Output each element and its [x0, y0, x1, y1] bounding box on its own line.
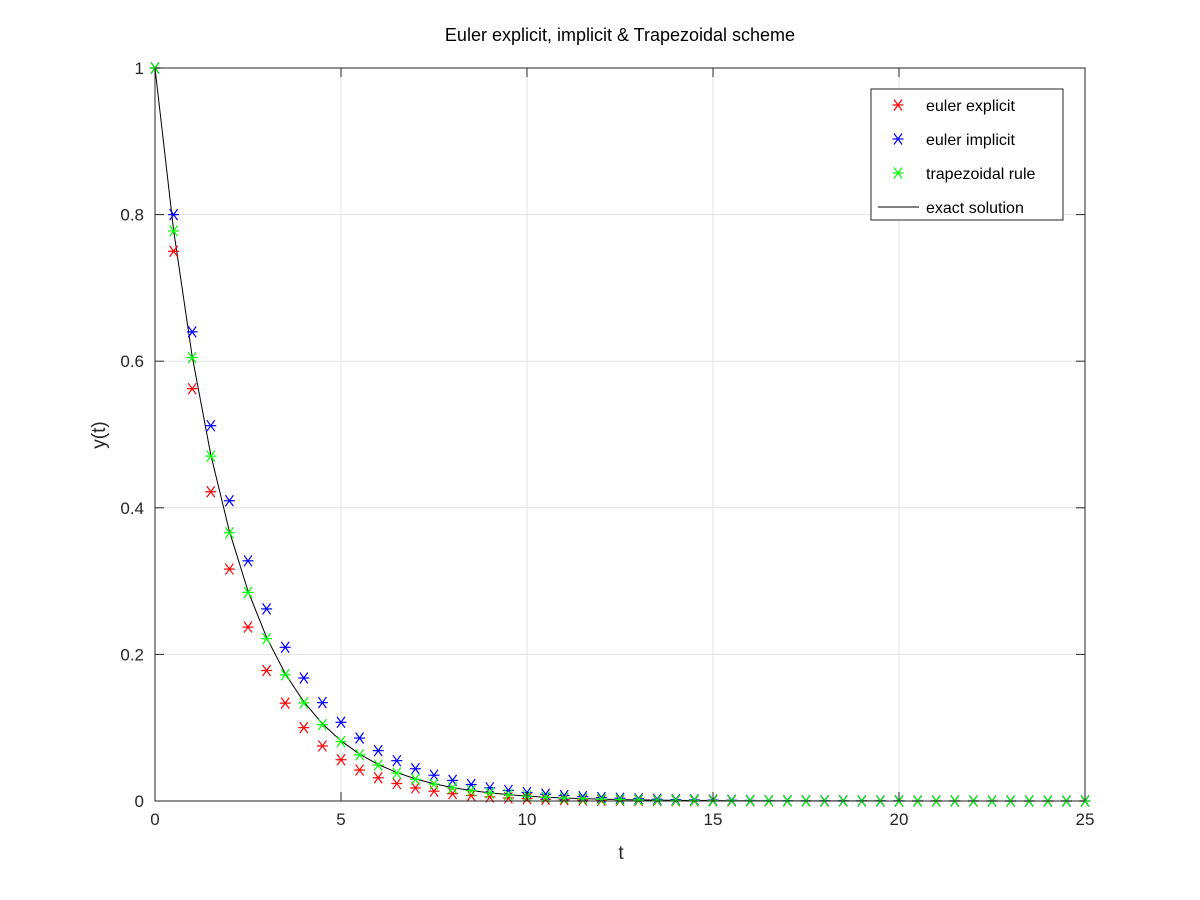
euler-explicit-point [391, 777, 403, 790]
legend-euler-explicit-marker [892, 99, 904, 111]
euler-explicit-point [279, 697, 291, 709]
euler-explicit-point [186, 382, 198, 395]
euler-implicit-point [428, 769, 440, 782]
legend-euler-implicit-label: euler implicit [926, 132, 1015, 149]
euler-explicit-point [205, 485, 217, 498]
euler-implicit-point [540, 788, 552, 801]
trapezoidal-rule-point [484, 787, 496, 799]
euler-explicit-point [335, 753, 347, 766]
euler-explicit-point [316, 740, 328, 752]
x-tick-label: 25 [1076, 810, 1095, 829]
trapezoidal-rule-point [186, 351, 198, 364]
x-tick-label: 15 [704, 810, 723, 829]
data-markers [149, 62, 1091, 807]
trapezoidal-rule-point [651, 794, 663, 807]
legend-box [870, 88, 1064, 221]
euler-implicit-point [205, 419, 217, 432]
trapezoidal-rule-point [223, 526, 235, 539]
euler-implicit-point [335, 716, 347, 729]
trapezoidal-rule-point [316, 718, 328, 731]
euler-implicit-point [633, 792, 645, 805]
euler-implicit-point [465, 778, 477, 791]
euler-implicit-point [168, 208, 180, 221]
euler-explicit-point [595, 794, 607, 807]
euler-explicit-point [354, 764, 366, 776]
axis-ticks: 0 5 10 15 20 25 0 0.2 0.4 0.6 0.8 1 [120, 59, 1094, 829]
legend-trapezoidal-rule-marker [892, 167, 904, 179]
euler-implicit-point [279, 641, 291, 654]
euler-implicit-point [298, 672, 310, 684]
euler-implicit-point [186, 326, 198, 338]
trapezoidal-rule-point [372, 759, 384, 771]
y-tick-label: 0.6 [120, 352, 144, 371]
x-axis-label: t [618, 843, 624, 864]
euler-explicit-point [261, 664, 273, 677]
x-tick-label: 20 [890, 810, 909, 829]
euler-explicit-point [168, 245, 180, 258]
legend: euler explicit euler implicit trapezoidal … [870, 88, 1064, 221]
legend-euler-explicit-label: euler explicit [926, 98, 1015, 115]
euler-explicit-point [409, 782, 421, 794]
y-tick-label: 0.2 [120, 645, 144, 664]
euler-implicit-point [558, 789, 570, 802]
trapezoidal-rule-series [149, 62, 1091, 807]
trapezoidal-rule-point [261, 632, 273, 645]
chart-title: Euler explicit, implicit & Trapezoidal s… [445, 25, 795, 45]
trapezoidal-rule-point [279, 668, 291, 681]
euler-implicit-point [223, 494, 235, 507]
trapezoidal-rule-point [558, 792, 570, 804]
x-tick-label: 10 [518, 810, 537, 829]
trapezoidal-rule-point [670, 794, 682, 807]
euler-explicit-point [298, 721, 310, 734]
trapezoidal-rule-point [614, 793, 626, 806]
legend-trapezoidal-rule-label: trapezoidal rule [926, 166, 1036, 183]
trapezoidal-rule-point [298, 696, 310, 709]
euler-implicit-point [614, 792, 626, 805]
trapezoidal-rule-point [595, 793, 607, 806]
trapezoidal-rule-point [205, 450, 217, 462]
trapezoidal-rule-point [409, 773, 421, 786]
trapezoidal-rule-point [168, 225, 180, 237]
euler-implicit-point [391, 754, 403, 767]
euler-explicit-point [242, 621, 254, 633]
trapezoidal-rule-point [502, 788, 514, 801]
euler-implicit-point [354, 732, 366, 744]
euler-explicit-point [372, 771, 384, 784]
euler-implicit-point [372, 744, 384, 757]
trapezoidal-rule-point [391, 767, 403, 779]
trapezoidal-rule-point [354, 748, 366, 761]
trapezoidal-rule-point [242, 586, 254, 599]
trapezoidal-rule-point [465, 784, 477, 797]
euler-implicit-point [242, 554, 254, 567]
trapezoidal-rule-point [447, 782, 459, 794]
x-tick-label: 5 [336, 810, 345, 829]
y-tick-label: 0.4 [120, 499, 144, 518]
trapezoidal-rule-point [335, 735, 347, 748]
euler-implicit-point [577, 790, 589, 803]
x-tick-label: 0 [150, 810, 159, 829]
euler-explicit-point [447, 787, 459, 800]
y-axis-label: y(t) [89, 421, 110, 448]
euler-implicit-point [316, 696, 328, 709]
plot-frame [154, 67, 1086, 802]
trapezoidal-rule-point [633, 794, 645, 806]
trapezoidal-rule-point [688, 794, 700, 807]
trapezoidal-rule-point [577, 792, 589, 805]
trapezoidal-rule-point [428, 778, 440, 790]
euler-implicit-point [409, 762, 421, 775]
euler-implicit-point [261, 603, 273, 615]
y-tick-label: 0.8 [120, 206, 144, 225]
y-tick-label: 1 [135, 59, 144, 78]
legend-exact-solution-label: exact solution [926, 200, 1024, 217]
y-tick-label: 0 [135, 792, 144, 811]
legend-euler-implicit-marker [892, 133, 904, 145]
euler-explicit-point [223, 563, 235, 575]
